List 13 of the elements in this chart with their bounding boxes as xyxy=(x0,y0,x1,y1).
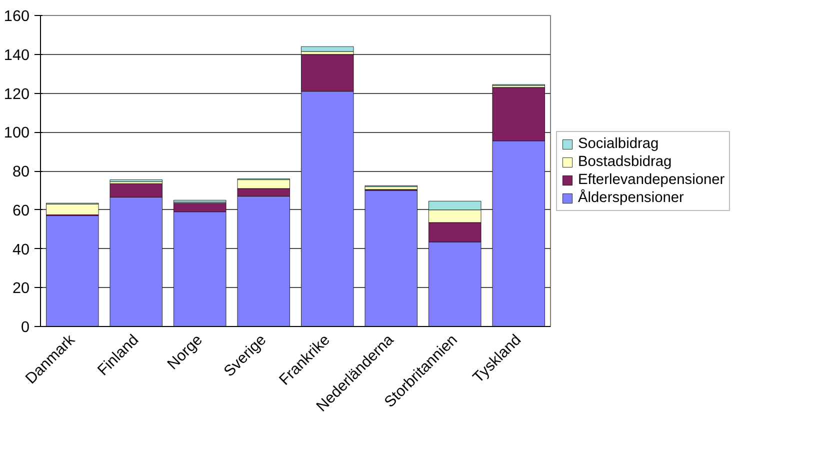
y-tick-label: 40 xyxy=(12,241,30,258)
legend-label: Efterlevandepensioner xyxy=(578,172,725,188)
y-tick-label: 140 xyxy=(4,46,30,64)
y-tick-label: 100 xyxy=(4,124,30,142)
y-tick-label: 20 xyxy=(12,280,30,298)
y-tick-label: 160 xyxy=(4,8,30,25)
y-tick-label: 120 xyxy=(4,86,30,103)
y-tick-label: 60 xyxy=(12,202,30,220)
y-tick-label: 80 xyxy=(12,164,30,180)
legend-label: Socialbidrag xyxy=(578,136,659,152)
y-tick-label: 0 xyxy=(20,319,30,336)
legend-label: Ålderspensioner xyxy=(578,190,684,206)
legend-label: Bostadsbidrag xyxy=(578,154,672,170)
